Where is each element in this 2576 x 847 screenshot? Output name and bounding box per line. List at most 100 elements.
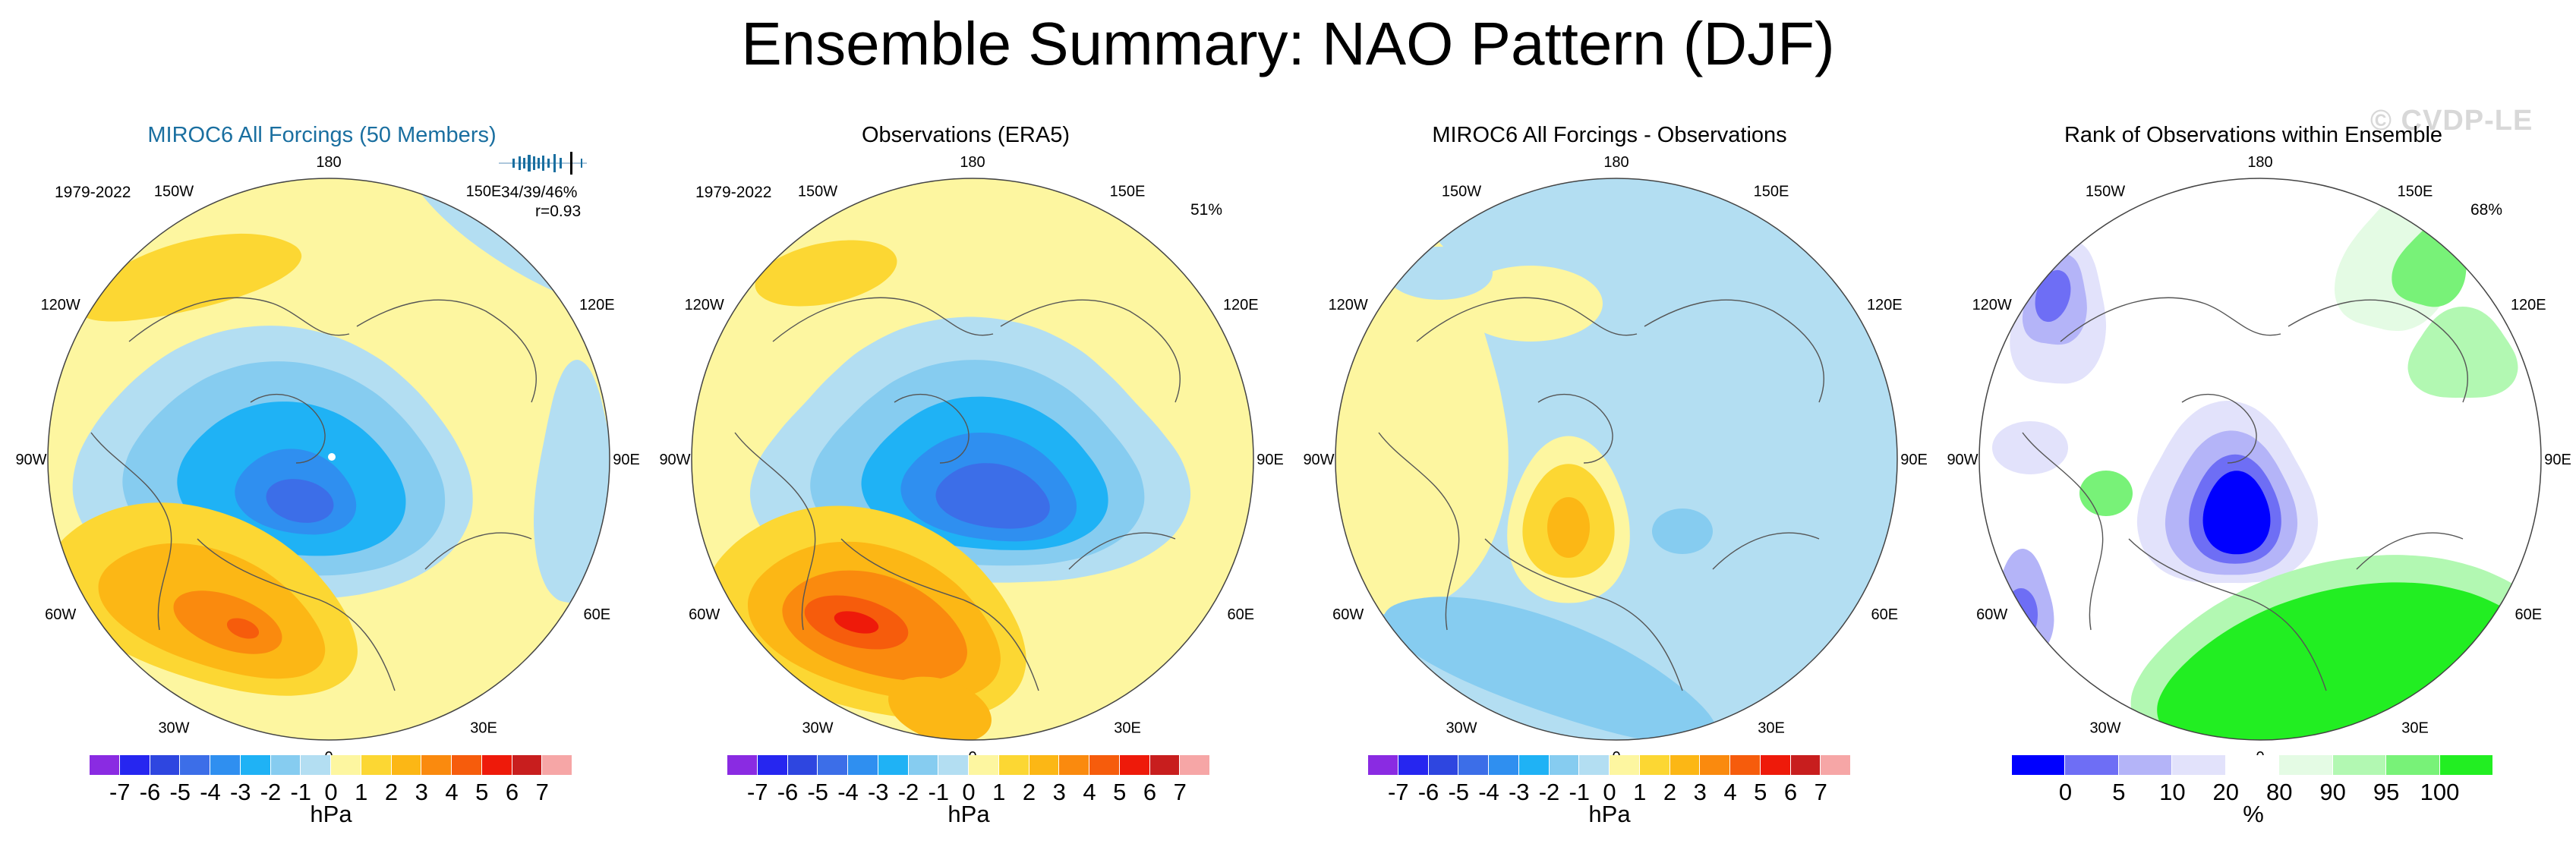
longitude-label: 90W bbox=[15, 452, 46, 468]
colorbar-tick-label: 100 bbox=[2420, 779, 2460, 805]
colorbar-tick-label: 5 bbox=[2112, 779, 2126, 805]
colorbar-tick-label: 80 bbox=[2265, 779, 2293, 805]
colorbar-tick-label: 7 bbox=[535, 779, 549, 805]
colorbar-tick-label: -6 bbox=[777, 779, 799, 805]
colorbar-swatch bbox=[1119, 755, 1150, 775]
colorbar-swatch bbox=[1489, 755, 1519, 775]
colorbar-tick-label: 7 bbox=[1173, 779, 1187, 805]
colorbar-swatch bbox=[481, 755, 512, 775]
contour-region bbox=[2004, 588, 2038, 641]
colorbar-swatch bbox=[270, 755, 301, 775]
polar-map: 180150E120E90E60E30E030W60W90W120W150W bbox=[1303, 154, 1928, 766]
map-field bbox=[48, 178, 610, 740]
longitude-label: 150W bbox=[2086, 184, 2125, 200]
contour-region bbox=[935, 463, 1050, 529]
colorbar-swatch bbox=[240, 755, 271, 775]
colorbar-swatch bbox=[331, 755, 361, 775]
colorbar-tick-label: -3 bbox=[229, 779, 251, 805]
colorbar-swatch bbox=[1639, 755, 1670, 775]
colorbar-swatch bbox=[452, 755, 482, 775]
coastline bbox=[356, 299, 537, 403]
colorbar-swatch bbox=[878, 755, 909, 775]
contour-region bbox=[2035, 269, 2071, 323]
longitude-label: 120W bbox=[1329, 297, 1368, 313]
coastline bbox=[734, 432, 816, 631]
contour-region bbox=[1992, 421, 2068, 474]
colorbar-tick-label: -4 bbox=[1478, 779, 1499, 805]
colorbar-swatch bbox=[180, 755, 210, 775]
stat-top: 34/39/46% bbox=[501, 184, 578, 201]
map-field bbox=[692, 178, 1253, 740]
cvdp-watermark: © CVDP-LE bbox=[2370, 105, 2533, 137]
colorbar-unit: hPa bbox=[947, 801, 990, 827]
map-border bbox=[1335, 178, 1898, 741]
longitude-label: 90W bbox=[1303, 452, 1334, 468]
panel-model-mean: MIROC6 All Forcings (50 Members) 1979-20… bbox=[0, 114, 644, 847]
colorbar-swatch bbox=[150, 755, 181, 775]
coastline bbox=[1484, 538, 1683, 691]
colorbar-tick-label: -1 bbox=[290, 779, 312, 805]
contour-region bbox=[2079, 471, 2133, 516]
polar-map: 180150E120E90E60E30E030W60W90W120W150W bbox=[15, 154, 640, 766]
colorbar-labels: -7 -6 -5 -4 -3 -2 -1 0 1 2 3 4 5 6 7 bbox=[90, 779, 572, 809]
longitude-label: 150W bbox=[154, 184, 194, 200]
coastline bbox=[424, 532, 532, 570]
contour-region bbox=[888, 676, 992, 740]
colorbar-tick-label: 5 bbox=[1113, 779, 1127, 805]
colorbar-swatch bbox=[1730, 755, 1761, 775]
colorbar-swatch bbox=[1790, 755, 1821, 775]
colorbar-tick-label: -6 bbox=[1417, 779, 1439, 805]
longitude-label: 90E bbox=[613, 452, 640, 468]
colorbar-unit: hPa bbox=[310, 801, 352, 827]
colorbar-labels: -7 -6 -5 -4 -3 -2 -1 0 1 2 3 4 5 6 7 bbox=[727, 779, 1210, 809]
pole-marker bbox=[328, 453, 336, 461]
contour-region bbox=[1386, 247, 1493, 300]
colorbar-tick-label: -2 bbox=[897, 779, 919, 805]
colorbar-swatch bbox=[1821, 755, 1851, 775]
longitude-label: 60W bbox=[689, 606, 720, 623]
colorbar-tick-label: 1 bbox=[992, 779, 1006, 805]
longitude-label: 150W bbox=[798, 184, 837, 200]
colorbar-swatch bbox=[2439, 755, 2493, 775]
colorbar-swatch bbox=[1670, 755, 1701, 775]
longitude-label: 30W bbox=[2089, 719, 2120, 736]
longitude-label: 90W bbox=[1947, 452, 1978, 468]
longitude-label: 120E bbox=[1867, 297, 1903, 313]
colorbar-tick-label: 7 bbox=[1814, 779, 1827, 805]
longitude-label: 90E bbox=[1900, 452, 1928, 468]
longitude-label: 60W bbox=[45, 606, 76, 623]
contour-region bbox=[1652, 509, 1713, 554]
colorbar-tick-label: 20 bbox=[2212, 779, 2240, 805]
map-border bbox=[1979, 178, 2542, 741]
longitude-label: 120E bbox=[2511, 297, 2546, 313]
colorbar-swatch bbox=[90, 755, 120, 775]
colorbar-swatch bbox=[2065, 755, 2119, 775]
longitude-label: 30E bbox=[1758, 719, 1785, 736]
longitude-label: 180 bbox=[316, 154, 341, 171]
colorbar-swatch bbox=[998, 755, 1029, 775]
colorbar-swatch bbox=[2386, 755, 2440, 775]
colorbar-swatch bbox=[1518, 755, 1550, 775]
panel-observations: Observations (ERA5) 1979-2022 51% 180 150… bbox=[644, 114, 1288, 847]
colorbar bbox=[2012, 755, 2493, 775]
colorbar-swatch bbox=[1398, 755, 1429, 775]
colorbar-tick-label: 3 bbox=[1052, 779, 1066, 805]
colorbar-tick-label: 4 bbox=[445, 779, 459, 805]
colorbar bbox=[727, 755, 1210, 775]
contour-region bbox=[1547, 497, 1590, 558]
longitude-label: 90E bbox=[1256, 452, 1284, 468]
panel-title: MIROC6 All Forcings - Observations bbox=[1432, 123, 1787, 147]
longitude-label: 120W bbox=[1972, 297, 2012, 313]
polar-map: 180150E120E90E60E30E030W60W90W120W150W bbox=[659, 154, 1284, 766]
map-border bbox=[691, 178, 1254, 741]
coastline bbox=[250, 393, 326, 464]
coastline bbox=[2288, 299, 2468, 403]
panel-rank: Rank of Observations within Ensemble 68%… bbox=[1931, 114, 2575, 847]
colorbar-swatch bbox=[2225, 755, 2280, 775]
coastline bbox=[1712, 532, 1820, 570]
colorbar-tick-label: 0 bbox=[2058, 779, 2073, 805]
contour-region bbox=[77, 233, 302, 322]
colorbar-tick-label: 1 bbox=[355, 779, 368, 805]
map-border bbox=[47, 178, 610, 741]
coastline bbox=[2181, 393, 2257, 464]
